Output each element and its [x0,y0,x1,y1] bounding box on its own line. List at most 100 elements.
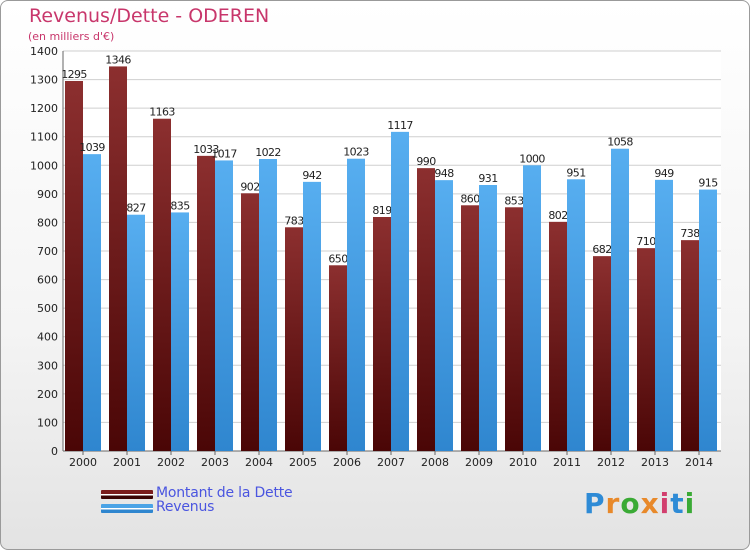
y-tick-label: 1300 [30,74,58,87]
y-tick-label: 500 [37,302,58,315]
bar-debt [153,118,171,451]
bar-debt [373,217,391,451]
y-tick-label: 200 [37,388,58,401]
data-label-debt: 650 [328,252,348,265]
bar-debt [241,193,259,452]
data-label-revenus: 951 [566,166,585,179]
x-tick-label: 2007 [377,456,405,469]
bar-revenus [655,179,673,451]
y-tick-label: 1100 [30,131,58,144]
bar-revenus [699,189,717,452]
bar-debt [65,81,83,451]
bar-revenus [127,214,145,451]
logo-letter: o [620,487,641,520]
x-tick-label: 2005 [289,456,317,469]
data-label-revenus: 948 [434,167,454,180]
data-label-revenus: 1017 [211,147,237,160]
bar-debt [329,265,347,451]
data-label-revenus: 931 [478,172,497,185]
data-label-debt: 1346 [105,53,131,66]
data-label-debt: 819 [372,204,392,217]
y-tick-label: 1200 [30,102,58,115]
data-label-revenus: 1039 [79,141,105,154]
legend-label-debt: Montant de la Dette [156,485,293,501]
y-tick-label: 900 [37,188,58,201]
bar-debt [549,221,567,451]
bar-revenus [347,158,365,451]
bar-revenus [215,160,233,451]
data-label-revenus: 1000 [519,152,545,165]
y-tick-label: 1000 [30,159,58,172]
bar-debt [461,205,479,451]
data-label-debt: 990 [416,155,436,168]
bar-debt [109,66,127,451]
bar-revenus [83,154,101,451]
y-tick-label: 400 [37,331,58,344]
x-tick-label: 2000 [69,456,97,469]
data-label-debt: 860 [460,192,480,205]
x-tick-label: 2002 [157,456,185,469]
logo-letter: P [584,487,606,520]
legend-swatch-debt [101,490,153,499]
chart-title: Revenus/Dette - ODEREN [29,5,270,27]
x-tick-label: 2010 [509,456,537,469]
x-tick-label: 2009 [465,456,493,469]
x-tick-label: 2001 [113,456,141,469]
data-label-debt: 682 [592,243,611,256]
logo-letter: i [684,487,696,520]
legend-swatch-revenus [101,504,153,513]
bar-revenus [171,212,189,451]
bar-revenus [567,179,585,452]
data-label-revenus: 949 [654,167,674,180]
bar-debt [417,168,435,451]
y-tick-label: 700 [37,245,58,258]
data-label-debt: 1163 [149,106,175,119]
y-tick-label: 300 [37,359,58,372]
data-label-revenus: 827 [126,202,146,215]
x-tick-label: 2006 [333,456,361,469]
bar-debt [593,256,611,451]
data-label-revenus: 835 [170,199,190,212]
data-label-debt: 738 [680,227,700,240]
x-tick-label: 2012 [597,456,625,469]
bar-debt [505,207,523,451]
logo-letter: r [605,487,621,520]
chart-subtitle: (en milliers d'€) [28,30,115,43]
plot-area: 0 100 200 300 400 500 600 700 800 900 1000 1100 1200… [30,45,721,469]
bar-revenus [435,180,453,451]
x-tick-label: 2004 [245,456,273,469]
x-tick-label: 2008 [421,456,449,469]
bar-debt [285,227,303,451]
bar-revenus [479,185,497,451]
data-label-revenus: 942 [302,169,321,182]
data-label-debt: 1295 [61,68,87,81]
data-label-debt: 902 [240,180,259,193]
bar-debt [197,155,215,451]
data-label-revenus: 1058 [607,136,633,149]
bar-revenus [523,165,541,452]
x-tick-label: 2011 [553,456,581,469]
data-label-revenus: 1022 [255,146,281,159]
data-label-debt: 783 [284,214,304,227]
data-label-debt: 853 [504,194,524,207]
bar-debt [637,248,655,451]
legend-label-revenus: Revenus [156,499,215,515]
x-tick-label: 2013 [641,456,669,469]
logo-letter: x [640,487,660,520]
bar-revenus [611,148,629,451]
data-label-debt: 802 [548,209,567,222]
bar-debt [681,240,699,451]
y-tick-label: 600 [37,274,58,287]
proxiti-logo: Proxiti [584,487,695,520]
y-tick-label: 800 [37,216,58,229]
data-label-revenus: 1023 [343,146,369,159]
bar-revenus [259,159,277,451]
data-label-revenus: 1117 [387,119,413,132]
logo-letter: i [659,487,671,520]
y-tick-label: 0 [51,445,58,458]
logo-letter: t [670,487,685,520]
bar-revenus [303,181,321,451]
data-label-revenus: 915 [698,177,718,190]
